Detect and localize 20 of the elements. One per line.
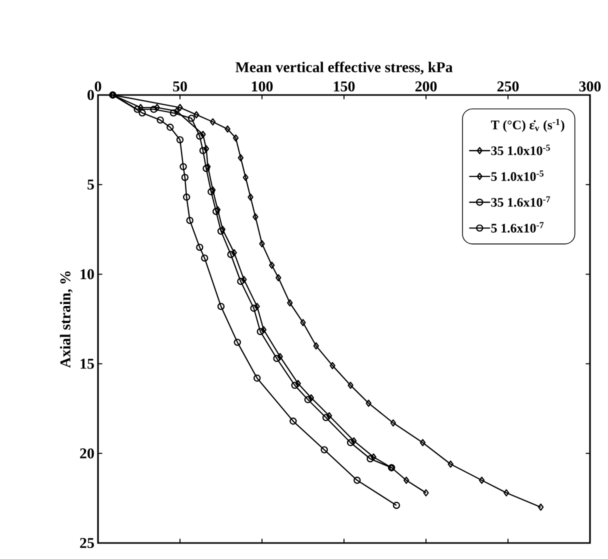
x-tick-label: 100 (252, 81, 273, 92)
y-axis-title: Axial strain, % (60, 271, 73, 368)
x-tick-label: 50 (173, 81, 187, 92)
legend-title: T (°C) ε̇$_{v}$ (s$^{-1}$) (490, 118, 564, 132)
legend-label: 35 1.0x10$^{-5}$ (491, 144, 550, 156)
y-tick-label: 5 (88, 180, 94, 190)
x-axis-title: Mean vertical effective stress, kPa (235, 62, 453, 74)
y-tick-label: 0 (88, 90, 94, 100)
x-tick-label: 250 (497, 81, 519, 92)
y-tick-label: 10 (80, 269, 94, 280)
x-tick-label: 300 (579, 81, 601, 92)
y-tick-label: 20 (80, 448, 94, 458)
legend-label: 5 1.6x10$^{-7}$ (491, 222, 544, 233)
legend-label: 5 1.0x10$^{-5}$ (491, 170, 544, 182)
x-tick-label: 150 (334, 81, 355, 92)
legend-label: 35 1.6x10$^{-7}$ (491, 196, 550, 207)
y-tick-label: 15 (80, 358, 94, 369)
x-tick-label: 0 (94, 81, 102, 92)
x-tick-label: 200 (415, 81, 437, 92)
y-tick-label: 25 (80, 538, 94, 548)
